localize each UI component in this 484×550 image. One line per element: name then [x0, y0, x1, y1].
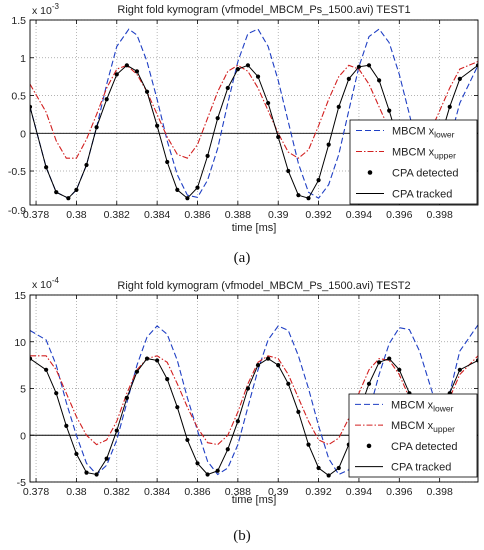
grid [30, 19, 478, 205]
y-tick-label: 15 [14, 290, 26, 302]
legend-label: CPA tracked [392, 189, 452, 201]
legend-label: MBCM xupper [391, 420, 455, 434]
series-line-lower [30, 28, 478, 199]
y-tick-label: -0.9 [8, 205, 26, 217]
x-tick-label: 0.38 [66, 209, 87, 221]
y-tick-label: -0.5 [8, 166, 26, 178]
chart-title: Right fold kymogram (vfmodel_MBCM_Ps_150… [117, 4, 410, 16]
y-tick-label: 5 [20, 384, 26, 396]
x-tick-label: 0.39 [268, 486, 289, 498]
axes-frame [29, 19, 479, 206]
legend-label: CPA tracked [391, 462, 451, 474]
x-tick-label: 0.392 [305, 209, 331, 221]
x-tick-label: 0.386 [184, 209, 210, 221]
panel-caption: (a) [234, 250, 251, 266]
y-tick-label: 1 [20, 53, 26, 65]
x-tick-label: 0.394 [346, 486, 372, 498]
panel-caption: (b) [233, 528, 251, 544]
x-tick-label: 0.38 [66, 486, 87, 498]
legend-box [348, 393, 478, 478]
series-line-cpa-tracked [30, 358, 478, 477]
chart-panel-2: 0.378 0.38 0.382 0.384 0.386 0.388 0.39 0.392 0.… [14, 276, 479, 544]
x-tick-label: 0.384 [144, 209, 170, 221]
legend-label: MBCM xlower [392, 126, 455, 140]
x-tick-label: 0.388 [225, 486, 251, 498]
y-tick-label: 1.5 [11, 15, 26, 27]
x-axis-label: time [ms] [232, 222, 277, 234]
x-tick-label: 0.378 [23, 209, 49, 221]
ticks [30, 294, 478, 483]
grid [30, 294, 478, 483]
x-tick-label: 0.386 [184, 486, 210, 498]
x-tick-label: 0.388 [225, 209, 251, 221]
legend-label: CPA detected [392, 168, 458, 180]
y-tick-label: 0 [20, 128, 26, 140]
x-tick-label: 0.382 [104, 486, 130, 498]
x-tick-label: 0.382 [104, 209, 130, 221]
y-exponent-label: x 10-4 [32, 276, 60, 291]
legend-marker [366, 443, 372, 449]
series-line-lower [30, 324, 478, 476]
series-group [30, 324, 478, 478]
series-line-upper [30, 60, 478, 159]
legend-marker [367, 170, 373, 175]
legend: MBCM xlower MBCM xupper CPA detected CPA tr… [349, 119, 478, 205]
x-tick-label: 0.394 [346, 209, 372, 221]
x-tick-label: 0.392 [305, 486, 331, 498]
x-tick-label: 0.396 [386, 486, 412, 498]
x-tick-label: 0.398 [427, 209, 453, 221]
y-tick-label: 0 [20, 430, 26, 442]
y-tick-label: -5 [17, 477, 26, 489]
legend-box [349, 119, 478, 205]
x-tick-label: 0.39 [268, 209, 289, 221]
x-tick-label: 0.378 [23, 486, 49, 498]
y-tick-label: 10 [14, 337, 26, 349]
x-tick-label: 0.384 [144, 486, 170, 498]
series-line-upper [30, 355, 478, 446]
x-tick-label: 0.398 [427, 486, 453, 498]
x-axis-label: time [ms] [232, 494, 277, 506]
legend-label: MBCM xlower [391, 399, 454, 413]
x-tick-label: 0.396 [386, 209, 412, 221]
legend-label: CPA detected [391, 441, 457, 453]
legend-label: MBCM xupper [392, 147, 456, 161]
y-exponent-label: x 10-3 [32, 2, 60, 17]
legend: MBCM xlower MBCM xupper CPA detected CPA tr… [348, 393, 478, 478]
y-tick-label: 0.5 [11, 91, 26, 103]
chart-panel-1: 0.378 0.38 0.382 0.384 0.386 0.388 0.39 0.392 0.… [8, 2, 479, 266]
chart-title: Right fold kymogram (vfmodel_MBCM_Ps_150… [117, 280, 410, 292]
